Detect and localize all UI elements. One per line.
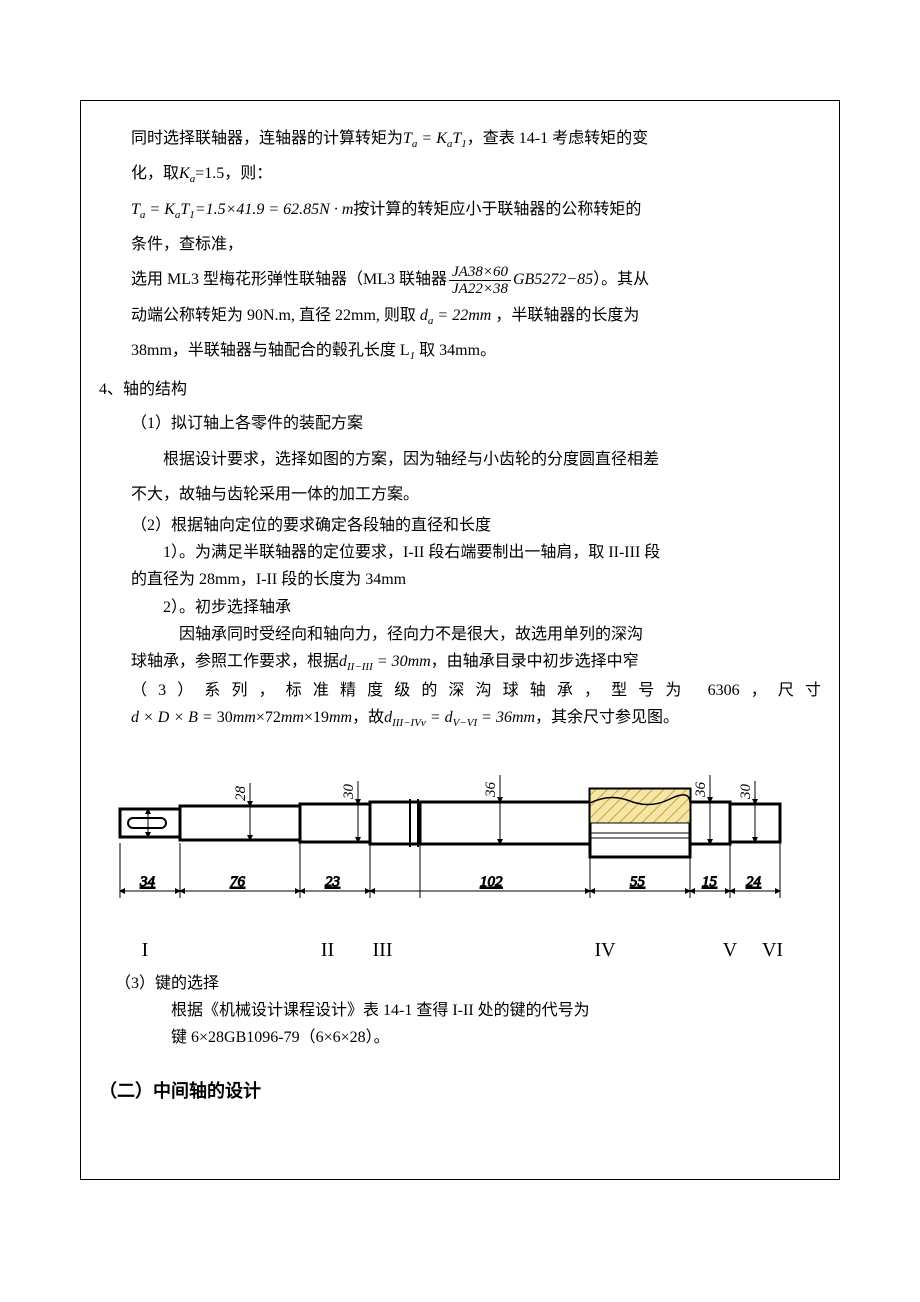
i22c: ，由轴承目录中初步选择中窄 [431, 653, 639, 670]
i22b: 球轴承，参照工作要求，根据 [131, 653, 339, 670]
d36a: 36 [483, 781, 499, 798]
item-2: （2）根据轴向定位的要求确定各段轴的直径和长度 [99, 512, 821, 539]
item-2-2b-line: 球轴承，参照工作要求，根据dII−III = 30mm，由轴承目录中初步选择中窄 [99, 648, 821, 677]
eq2: Ta = KaT1=1.5×41.9 = 62.85N · m [131, 201, 353, 218]
gb: GB5272−85 [513, 271, 593, 288]
l34: 34 [139, 874, 156, 890]
item-2-1b: 的直径为 28mm，I-II 段的长度为 34mm [99, 566, 821, 593]
para-dim-1: 动端公称转矩为 90N.m, 直径 22mm, 则取 da = 22mm ，半联… [99, 298, 821, 333]
item-1-p1: 根据设计要求，选择如图的方案，因为轴经与小齿轮的分度圆直径相差 [99, 442, 821, 477]
t1d: =1.5，则： [195, 165, 272, 182]
l15: 15 [702, 874, 718, 890]
item-3b: 键 6×28GB1096-79（6×6×28）。 [99, 1024, 821, 1051]
item-2-block: （2）根据轴向定位的要求确定各段轴的直径和长度 1）。为满足半联轴器的定位要求，… [99, 512, 821, 733]
roman-1: I [110, 939, 180, 962]
eq-d23: dII−III = 30mm [339, 653, 431, 670]
heading-middle-shaft: （二）中间轴的设计 [99, 1073, 821, 1109]
d30b: 30 [738, 783, 754, 800]
roman-3: III [355, 939, 410, 962]
item-1-p2: 不大，故轴与齿轮采用一体的加工方案。 [99, 477, 821, 512]
t4d: 取 34mm。 [415, 342, 496, 359]
frac-coupling: JA38×60JA22×38 [449, 264, 511, 298]
para-torque-cond: 条件，查标准， [99, 227, 821, 262]
roman-4: IV [575, 939, 635, 962]
para-coupling-1: 同时选择联轴器，连轴器的计算转矩为Ta = KaT1，查表 14-1 考虑转矩的… [99, 121, 821, 156]
frac-den: JA22×38 [449, 281, 511, 298]
item-2-2d: （3）系列，标准精度级的深沟球轴承，型号为 6306，尺寸 [99, 677, 821, 704]
roman-labels: I II III IV V VI [110, 939, 810, 962]
ka: Ka [179, 165, 195, 182]
roman-5: V [710, 939, 750, 962]
eq-d34: dIII−IVv = dV−VI = 36mm [384, 709, 535, 726]
t1a: 同时选择联轴器，连轴器的计算转矩为 [131, 130, 403, 147]
t3a: 选用 ML3 型梅花形弹性联轴器（ML3 联轴器 [131, 271, 447, 288]
para-torque-eq: Ta = KaT1=1.5×41.9 = 62.85N · m按计算的转矩应小于… [99, 192, 821, 227]
eq1: Ta = KaT1 [403, 130, 467, 147]
shaft-svg: 28 30 36 36 30 [110, 743, 810, 933]
section-4-title: 4、轴的结构 [99, 374, 821, 406]
item-3: （3）键的选择 [99, 970, 821, 997]
item-1: （1）拟订轴上各零件的装配方案 [99, 406, 821, 441]
frac-num: JA38×60 [449, 264, 511, 282]
gear-hatch [590, 789, 690, 823]
para-ml3: 选用 ML3 型梅花形弹性联轴器（ML3 联轴器JA38×60JA22×38GB… [99, 262, 821, 297]
t4c: 38mm，半联轴器与轴配合的毂孔长度 L [131, 342, 410, 359]
para-dim-2: 38mm，半联轴器与轴配合的毂孔长度 L1 取 34mm。 [99, 333, 821, 368]
para-coupling-2: 化，取Ka=1.5，则： [99, 156, 821, 191]
t1b: ，查表 14-1 考虑转矩的变 [467, 130, 648, 147]
roman-6: VI [750, 939, 795, 962]
t2a: 按计算的转矩应小于联轴器的公称转矩的 [353, 201, 641, 218]
t3b: ）。其从 [593, 271, 649, 288]
l102: 102 [480, 874, 503, 890]
l24: 24 [746, 874, 762, 890]
i22e: ，故 [352, 709, 384, 726]
t4a: 动端公称转矩为 90N.m, 直径 22mm, 则取 [131, 307, 416, 324]
l76: 76 [230, 874, 246, 890]
t4b: ，半联轴器的长度为 [495, 307, 639, 324]
l23: 23 [325, 874, 340, 890]
shaft-diagram: 28 30 36 36 30 [110, 743, 810, 962]
page-frame: 同时选择联轴器，连轴器的计算转矩为Ta = KaT1，查表 14-1 考虑转矩的… [80, 100, 840, 1180]
d28: 28 [233, 785, 249, 801]
d36b: 36 [693, 781, 709, 798]
item-3a: 根据《机械设计课程设计》表 14-1 查得 I-II 处的键的代号为 [99, 997, 821, 1024]
item-2-2: 2）。初步选择轴承 [99, 594, 821, 621]
item-2-2e-line: d × D × B = 30mm×72mm×19mm，故dIII−IVv = d… [99, 704, 821, 733]
eq-da: da = 22mm [416, 307, 495, 324]
item-2-1a: 1）。为满足半联轴器的定位要求，I-II 段右端要制出一轴肩，取 II-III … [99, 539, 821, 566]
i22f: ，其余尺寸参见图。 [535, 709, 679, 726]
t1c: 化，取 [131, 165, 179, 182]
roman-2: II [300, 939, 355, 962]
eq-dDB-val: 30mm×72mm×19mm [217, 709, 352, 726]
item-3-block: （3）键的选择 根据《机械设计课程设计》表 14-1 查得 I-II 处的键的代… [99, 970, 821, 1052]
item-2-2a: 因轴承同时受经向和轴向力，径向力不是很大，故选用单列的深沟 [99, 621, 821, 648]
eq-dDB: d × D × B = [131, 709, 217, 726]
l55: 55 [630, 874, 646, 890]
d30: 30 [341, 783, 357, 800]
